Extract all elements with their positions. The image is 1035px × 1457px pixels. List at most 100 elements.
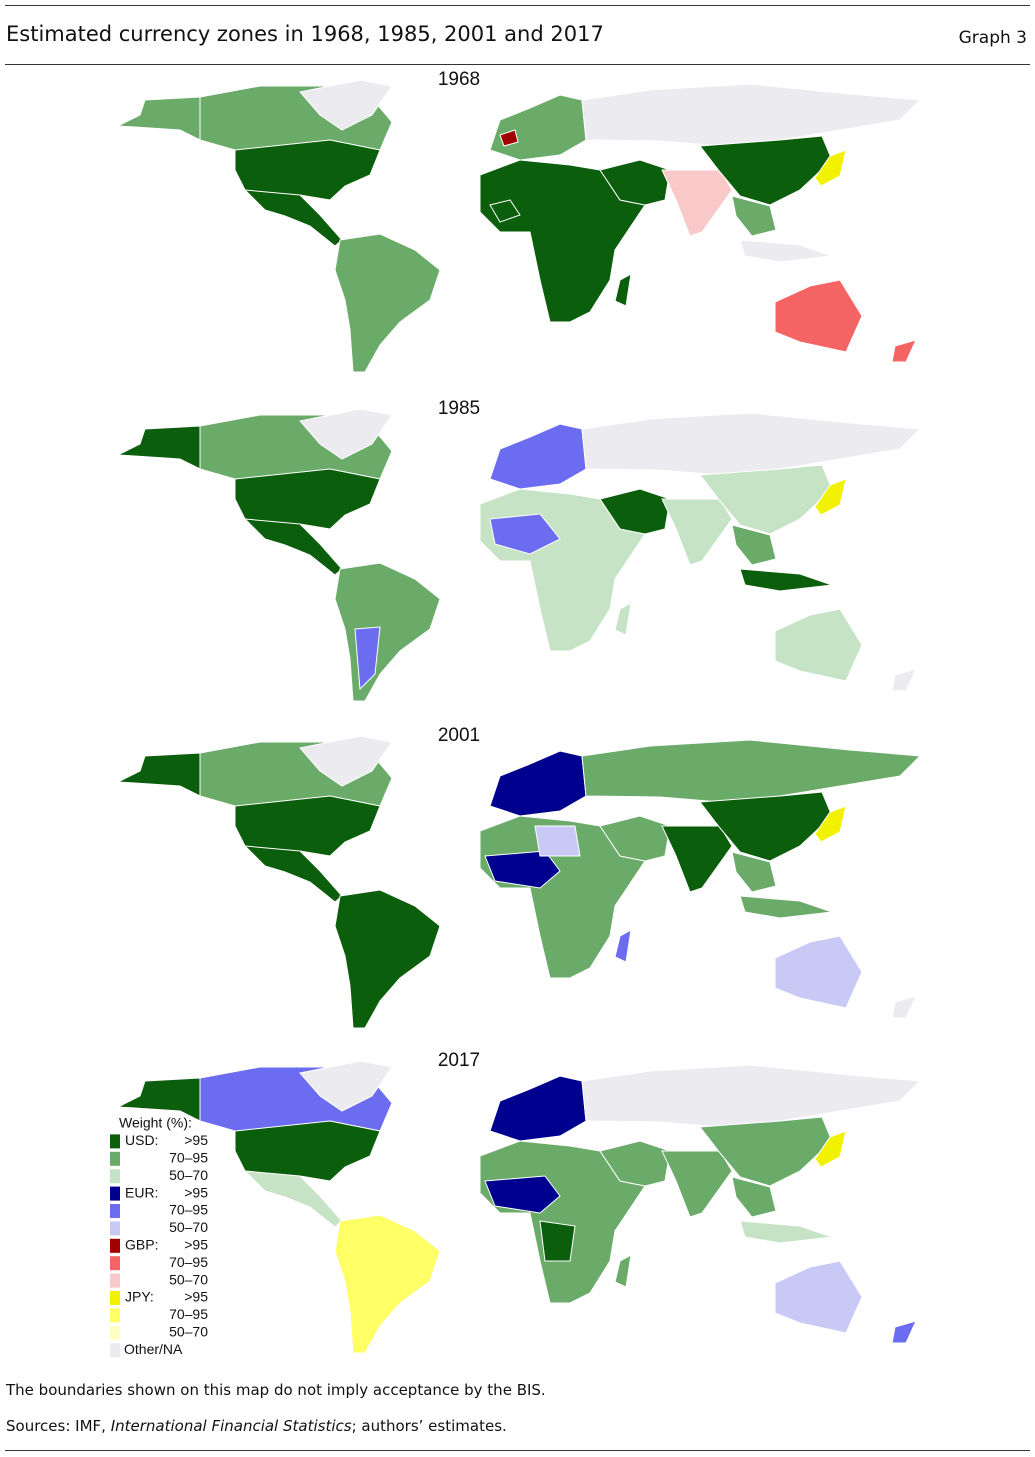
- legend-level: 70–95: [169, 1254, 208, 1270]
- legend-level: >95: [184, 1132, 208, 1148]
- legend-swatch: [110, 1221, 120, 1236]
- legend-level: 70–95: [169, 1306, 208, 1322]
- country-region: [731, 851, 777, 893]
- footnote: The boundaries shown on this map do not …: [6, 1381, 546, 1399]
- country-region: [814, 149, 847, 187]
- country-region: [699, 791, 833, 862]
- legend-level: 70–95: [169, 1150, 208, 1166]
- country-region: [581, 83, 922, 147]
- legend-swatch: [110, 1343, 120, 1358]
- country-region: [614, 273, 632, 307]
- top-rule: [5, 5, 1030, 6]
- country-region: [891, 1320, 917, 1344]
- country-region: [599, 159, 671, 206]
- country-region: [891, 995, 917, 1019]
- title: Estimated currency zones in 1968, 1985, …: [6, 22, 604, 46]
- legend-swatch: [110, 1186, 120, 1201]
- country-region: [116, 96, 201, 141]
- country-region: [699, 464, 833, 535]
- country-region: [116, 425, 201, 470]
- country-region: [243, 189, 343, 247]
- country-region: [299, 408, 393, 460]
- legend-title: Weight (%):: [119, 1115, 192, 1131]
- country-region: [539, 1220, 576, 1262]
- legend-level: >95: [184, 1237, 208, 1253]
- country-region: [484, 1175, 561, 1214]
- country-region: [489, 199, 521, 223]
- country-region: [534, 825, 581, 857]
- country-region: [116, 752, 201, 797]
- legend-swatch: [110, 1256, 120, 1271]
- country-region: [489, 423, 587, 490]
- country-region: [614, 929, 632, 963]
- country-region: [334, 562, 441, 702]
- sources-publication: International Financial Statistics: [110, 1417, 352, 1435]
- legend-swatch: [110, 1204, 120, 1218]
- country-region: [661, 825, 733, 893]
- map-year: 2001: [438, 725, 480, 746]
- country-region: [489, 513, 561, 555]
- world-map: [116, 79, 922, 373]
- country-region: [489, 1075, 587, 1142]
- legend-swatch: [110, 1151, 120, 1166]
- legend-swatch: [110, 1273, 120, 1288]
- country-region: [234, 468, 381, 530]
- country-region: [299, 79, 393, 131]
- country-region: [739, 1220, 833, 1244]
- country-region: [334, 1214, 441, 1354]
- world-map: [116, 1060, 922, 1354]
- country-region: [299, 735, 393, 787]
- country-region: [334, 233, 441, 373]
- country-region: [484, 850, 561, 889]
- country-region: [731, 524, 777, 566]
- country-region: [599, 488, 671, 535]
- legend-level: 50–70: [169, 1219, 208, 1235]
- country-region: [243, 518, 343, 576]
- legend-level: 50–70: [169, 1167, 208, 1183]
- country-region: [699, 1116, 833, 1187]
- legend-other: Other/NA: [124, 1341, 183, 1357]
- country-region: [354, 626, 381, 691]
- country-region: [699, 135, 833, 206]
- country-region: [599, 815, 671, 862]
- country-region: [814, 1130, 847, 1168]
- sources-text: Sources: IMF,: [6, 1417, 111, 1435]
- country-region: [581, 739, 922, 803]
- bottom-rule: [5, 1450, 1030, 1451]
- country-region: [731, 1176, 777, 1218]
- legend-swatch: [110, 1325, 120, 1340]
- country-region: [661, 169, 733, 237]
- legend-level: 70–95: [169, 1202, 208, 1218]
- country-region: [774, 279, 863, 353]
- country-region: [661, 1150, 733, 1218]
- legend-currency: JPY:: [125, 1289, 154, 1305]
- country-region: [489, 750, 587, 817]
- country-region: [499, 129, 519, 147]
- country-region: [661, 498, 733, 566]
- country-region: [739, 895, 833, 919]
- legend-level: >95: [184, 1184, 208, 1200]
- country-region: [774, 935, 863, 1009]
- map-year: 1985: [438, 398, 480, 419]
- country-region: [891, 668, 917, 692]
- country-region: [739, 568, 833, 592]
- map-year: 2017: [438, 1050, 480, 1071]
- legend-swatch: [110, 1291, 120, 1305]
- country-region: [739, 239, 833, 263]
- country-region: [614, 1254, 632, 1288]
- legend-swatch: [110, 1134, 120, 1149]
- legend-currency: EUR:: [125, 1184, 158, 1200]
- country-region: [334, 889, 441, 1029]
- world-map: [116, 408, 922, 702]
- country-region: [234, 139, 381, 201]
- legend-level: 50–70: [169, 1271, 208, 1287]
- country-region: [774, 1260, 863, 1334]
- country-region: [234, 1120, 381, 1182]
- sources: Sources: IMF, International Financial St…: [6, 1417, 507, 1435]
- legend-swatch: [110, 1238, 120, 1253]
- legend-swatch: [110, 1169, 120, 1184]
- country-region: [243, 1170, 343, 1228]
- country-region: [299, 1060, 393, 1112]
